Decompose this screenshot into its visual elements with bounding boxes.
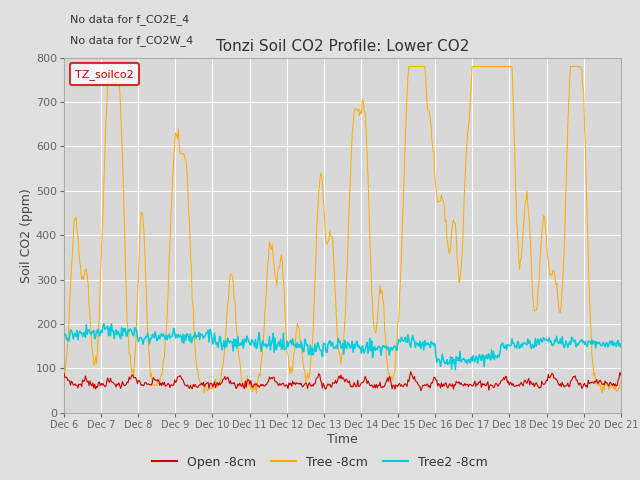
Legend: Open -8cm, Tree -8cm, Tree2 -8cm: Open -8cm, Tree -8cm, Tree2 -8cm: [147, 451, 493, 474]
Y-axis label: Soil CO2 (ppm): Soil CO2 (ppm): [20, 188, 33, 283]
Title: Tonzi Soil CO2 Profile: Lower CO2: Tonzi Soil CO2 Profile: Lower CO2: [216, 39, 469, 54]
Text: No data for f_CO2W_4: No data for f_CO2W_4: [70, 36, 193, 46]
Text: No data for f_CO2E_4: No data for f_CO2E_4: [70, 14, 189, 25]
X-axis label: Time: Time: [327, 432, 358, 445]
Legend: TZ_soilco2: TZ_soilco2: [70, 63, 140, 85]
